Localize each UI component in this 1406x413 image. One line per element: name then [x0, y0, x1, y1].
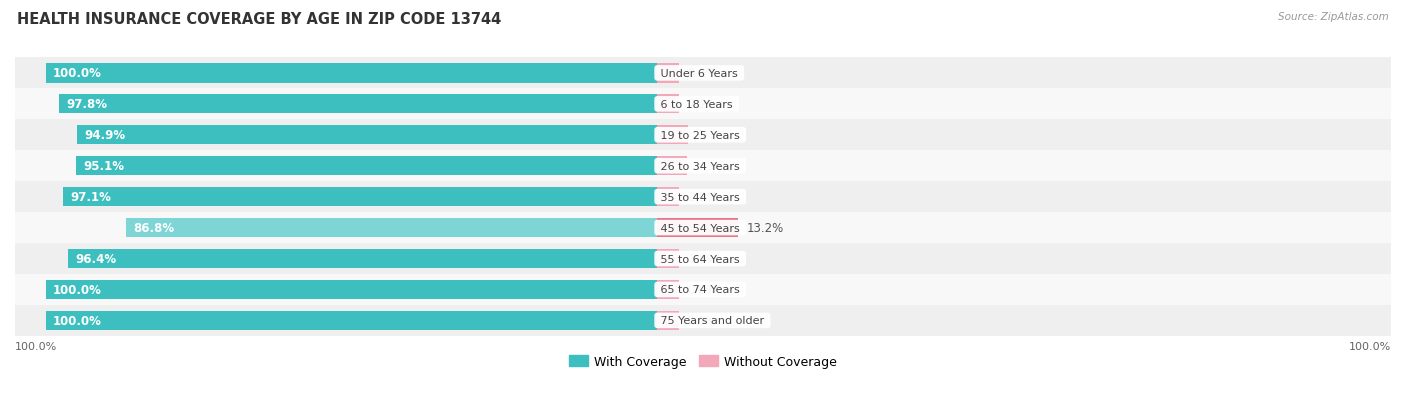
Text: 26 to 34 Years: 26 to 34 Years	[657, 161, 744, 171]
Text: 100.0%: 100.0%	[53, 314, 101, 327]
Text: 19 to 25 Years: 19 to 25 Years	[657, 131, 744, 140]
Bar	[657, 188, 679, 207]
Bar	[63, 188, 657, 207]
Text: 55 to 64 Years: 55 to 64 Years	[657, 254, 744, 264]
Bar	[657, 95, 679, 114]
Text: 0.0%: 0.0%	[688, 314, 717, 327]
Bar	[15, 120, 1391, 151]
Text: 5.1%: 5.1%	[697, 129, 727, 142]
Text: 100.0%: 100.0%	[1348, 342, 1391, 351]
Text: 96.4%: 96.4%	[75, 252, 117, 266]
Bar	[657, 157, 688, 176]
Bar	[657, 126, 689, 145]
Text: 100.0%: 100.0%	[15, 342, 58, 351]
Text: Under 6 Years: Under 6 Years	[657, 69, 741, 79]
Text: 65 to 74 Years: 65 to 74 Years	[657, 285, 744, 295]
Text: Source: ZipAtlas.com: Source: ZipAtlas.com	[1278, 12, 1389, 22]
Bar	[76, 157, 657, 176]
Bar	[67, 249, 657, 268]
Bar	[59, 95, 657, 114]
Bar	[657, 218, 738, 237]
Text: 3.6%: 3.6%	[689, 252, 718, 266]
Text: 13.2%: 13.2%	[747, 221, 785, 235]
Bar	[657, 249, 679, 268]
Text: 45 to 54 Years: 45 to 54 Years	[657, 223, 744, 233]
Bar	[15, 151, 1391, 182]
Bar	[45, 280, 657, 299]
Text: 75 Years and older: 75 Years and older	[657, 316, 768, 325]
Bar	[15, 182, 1391, 213]
Bar	[657, 64, 679, 83]
Bar	[15, 274, 1391, 305]
Bar	[45, 64, 657, 83]
Bar	[15, 213, 1391, 244]
Bar	[45, 311, 657, 330]
Bar	[77, 126, 657, 145]
Text: 100.0%: 100.0%	[53, 67, 101, 80]
Text: 86.8%: 86.8%	[134, 221, 174, 235]
Text: HEALTH INSURANCE COVERAGE BY AGE IN ZIP CODE 13744: HEALTH INSURANCE COVERAGE BY AGE IN ZIP …	[17, 12, 501, 27]
Text: 0.0%: 0.0%	[688, 67, 717, 80]
Text: 0.0%: 0.0%	[688, 283, 717, 296]
Bar	[15, 244, 1391, 274]
Bar	[657, 280, 679, 299]
Bar	[15, 305, 1391, 336]
Text: 2.9%: 2.9%	[688, 191, 717, 204]
Text: 35 to 44 Years: 35 to 44 Years	[657, 192, 744, 202]
Bar	[15, 89, 1391, 120]
Text: 94.9%: 94.9%	[84, 129, 125, 142]
Bar	[15, 58, 1391, 89]
Text: 2.2%: 2.2%	[688, 98, 717, 111]
Text: 97.1%: 97.1%	[70, 191, 111, 204]
Text: 97.8%: 97.8%	[66, 98, 107, 111]
Bar	[657, 311, 679, 330]
Bar	[127, 218, 657, 237]
Text: 100.0%: 100.0%	[53, 283, 101, 296]
Legend: With Coverage, Without Coverage: With Coverage, Without Coverage	[564, 350, 842, 373]
Text: 4.9%: 4.9%	[696, 160, 725, 173]
Text: 6 to 18 Years: 6 to 18 Years	[657, 100, 737, 109]
Text: 95.1%: 95.1%	[83, 160, 124, 173]
